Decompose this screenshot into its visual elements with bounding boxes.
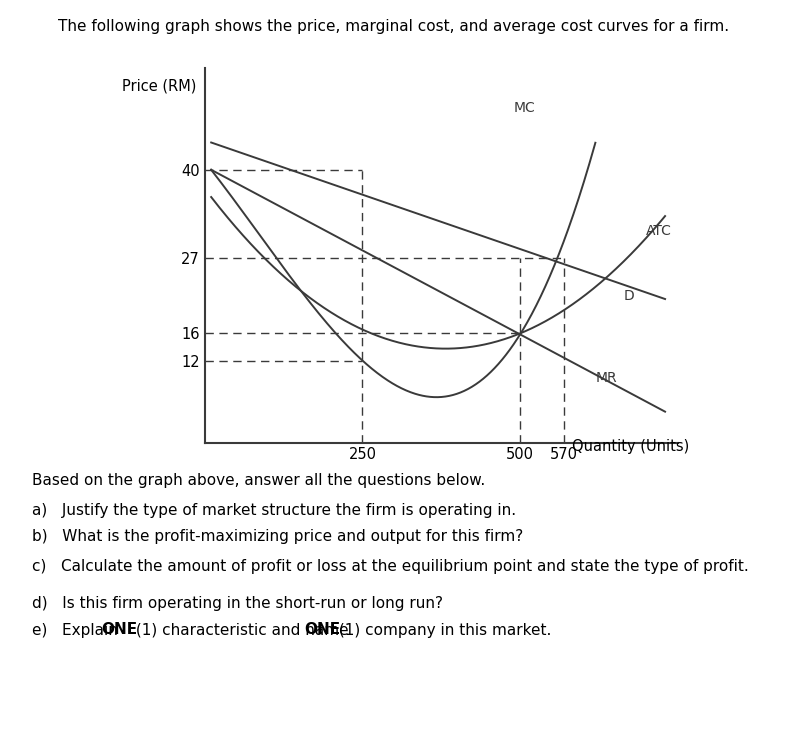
Text: Quantity (Units): Quantity (Units) <box>572 439 690 454</box>
Text: ONE: ONE <box>304 622 340 638</box>
Text: (1) company in this market.: (1) company in this market. <box>334 622 552 638</box>
Text: D: D <box>624 289 635 303</box>
Text: e)   Explain: e) Explain <box>32 622 122 638</box>
Text: ONE: ONE <box>101 622 137 638</box>
Text: b)   What is the profit-maximizing price and output for this firm?: b) What is the profit-maximizing price a… <box>32 529 522 544</box>
Text: MC: MC <box>514 101 536 115</box>
Text: Based on the graph above, answer all the questions below.: Based on the graph above, answer all the… <box>32 472 485 488</box>
Text: (1) characteristic and name: (1) characteristic and name <box>131 622 353 638</box>
Text: MR: MR <box>596 370 617 385</box>
Text: c)   Calculate the amount of profit or loss at the equilibrium point and state t: c) Calculate the amount of profit or los… <box>32 559 749 574</box>
Text: a)   Justify the type of market structure the firm is operating in.: a) Justify the type of market structure … <box>32 503 515 518</box>
Text: d)   Is this firm operating in the short-run or long run?: d) Is this firm operating in the short-r… <box>32 596 443 611</box>
Text: Price (RM): Price (RM) <box>122 79 196 94</box>
Text: ATC: ATC <box>646 224 672 238</box>
Text: The following graph shows the price, marginal cost, and average cost curves for : The following graph shows the price, mar… <box>58 19 730 34</box>
